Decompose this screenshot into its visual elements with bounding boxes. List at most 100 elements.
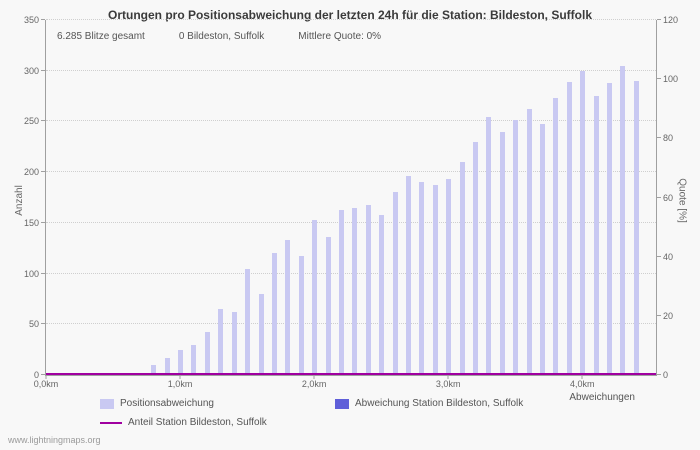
- legend-label: Anteil Station Bildeston, Suffolk: [128, 417, 267, 428]
- bar: [164, 357, 170, 375]
- y-tick-label-left: 200: [23, 167, 39, 178]
- bar: [432, 185, 438, 375]
- x-tick-label: 4,0km: [569, 379, 595, 389]
- legend-item-station-abweichung: Abweichung Station Bildeston, Suffolk: [335, 398, 523, 409]
- y-tick-label-left: 100: [23, 268, 39, 279]
- gridline: [46, 69, 656, 71]
- bar: [285, 240, 291, 375]
- y-tick-label-left: 50: [28, 319, 39, 330]
- x-tickmark: [45, 375, 47, 379]
- y-tick-label-right: 120: [663, 15, 679, 25]
- legend-swatch-bar-icon: [100, 398, 114, 409]
- x-tick-label: 2,0km: [301, 379, 327, 389]
- gridline: [46, 272, 656, 274]
- bar: [352, 207, 358, 375]
- bar: [379, 214, 385, 375]
- y-tickmark-right: [657, 374, 661, 375]
- y-tickmark-left: [41, 120, 45, 122]
- bar: [298, 256, 304, 375]
- y-tick-label-right: 100: [663, 74, 679, 85]
- bar: [178, 349, 184, 375]
- bar: [633, 80, 639, 375]
- bar: [204, 332, 210, 375]
- bar: [419, 182, 425, 375]
- chart-title: Ortungen pro Positionsabweichung der let…: [107, 8, 593, 22]
- legend-label: Positionsabweichung: [120, 398, 214, 409]
- y-tickmark-left: [41, 272, 45, 274]
- y-tickmark-left: [41, 221, 45, 223]
- y-tick-label-left: 300: [23, 65, 39, 76]
- quote-line: [46, 373, 656, 375]
- bar: [338, 209, 344, 375]
- bar: [446, 179, 452, 375]
- bar: [513, 120, 519, 375]
- x-tick-label: 1,0km: [167, 379, 193, 389]
- x-tickmark: [581, 375, 583, 379]
- y-tickmark-left: [41, 19, 45, 20]
- legend-line-icon: [100, 421, 122, 424]
- y-tickmark-right: [657, 78, 661, 80]
- y-tick-label-left: 350: [23, 15, 39, 25]
- y-axis-label-right: Quote [%]: [676, 178, 688, 223]
- bar: [312, 219, 318, 375]
- legend-item-positionsabweichung: Positionsabweichung: [100, 398, 214, 409]
- bar: [593, 96, 599, 375]
- y-tick-label-right: 40: [663, 251, 674, 262]
- y-tick-label-left: 150: [23, 217, 39, 228]
- bar: [540, 124, 546, 375]
- bar: [271, 253, 277, 375]
- y-tick-label-left: 250: [23, 116, 39, 127]
- bar: [499, 131, 505, 375]
- gridline: [46, 19, 656, 20]
- bar: [580, 70, 586, 375]
- bar: [231, 312, 237, 375]
- stat-total-strikes: 6.285 Blitze gesamt: [57, 31, 145, 42]
- bar: [459, 162, 465, 375]
- watermark: www.lightningmaps.org: [8, 435, 101, 445]
- bar: [486, 117, 492, 375]
- stat-station-strikes: 0 Bildeston, Suffolk: [178, 31, 265, 42]
- y-tickmark-right: [657, 196, 661, 198]
- y-tick-label-right: 20: [663, 310, 674, 321]
- gridline: [46, 171, 656, 173]
- y-tickmark-left: [41, 374, 45, 375]
- bar: [566, 81, 572, 375]
- bar: [245, 268, 251, 375]
- bar: [607, 82, 613, 375]
- bar: [258, 293, 264, 375]
- y-tick-label-left: 0: [33, 370, 39, 380]
- stats-row: 6.285 Blitze gesamt 0 Bildeston, Suffolk…: [57, 31, 381, 42]
- y-tickmark-right: [657, 137, 661, 139]
- gridline: [46, 120, 656, 122]
- bar: [151, 364, 157, 375]
- y-tick-label-right: 80: [663, 133, 674, 144]
- x-tick-label: 0,0km: [33, 379, 59, 389]
- stat-mean-quote: Mittlere Quote: 0%: [298, 31, 382, 42]
- y-tickmark-right: [657, 255, 661, 257]
- y-tickmark-left: [41, 171, 45, 173]
- legend-item-anteil-station: Anteil Station Bildeston, Suffolk: [100, 417, 267, 428]
- bar: [526, 109, 532, 375]
- y-tickmark-left: [41, 69, 45, 71]
- y-tick-label-right: 60: [663, 192, 674, 203]
- gridline: [46, 323, 656, 325]
- bar: [325, 237, 331, 375]
- x-axis-label: Abweichungen: [569, 392, 635, 403]
- bar: [405, 176, 411, 375]
- y-tickmark-left: [41, 323, 45, 325]
- bar: [473, 141, 478, 375]
- y-tickmark-right: [657, 314, 661, 316]
- bar: [191, 344, 197, 375]
- bar: [620, 65, 626, 375]
- gridline: [46, 221, 656, 223]
- legend-swatch-station-bar-icon: [335, 398, 349, 409]
- y-axis-label-left: Anzahl: [13, 185, 25, 216]
- x-tickmark: [179, 375, 181, 379]
- legend-label: Abweichung Station Bildeston, Suffolk: [355, 398, 524, 409]
- plot-area: 0 50 100 150 200 250 300 350 0 20 40 60 80 100 120 0,0k…: [24, 15, 678, 389]
- x-tickmark: [447, 375, 449, 379]
- bar: [365, 204, 371, 375]
- bar: [392, 192, 398, 375]
- x-tickmark: [313, 375, 315, 379]
